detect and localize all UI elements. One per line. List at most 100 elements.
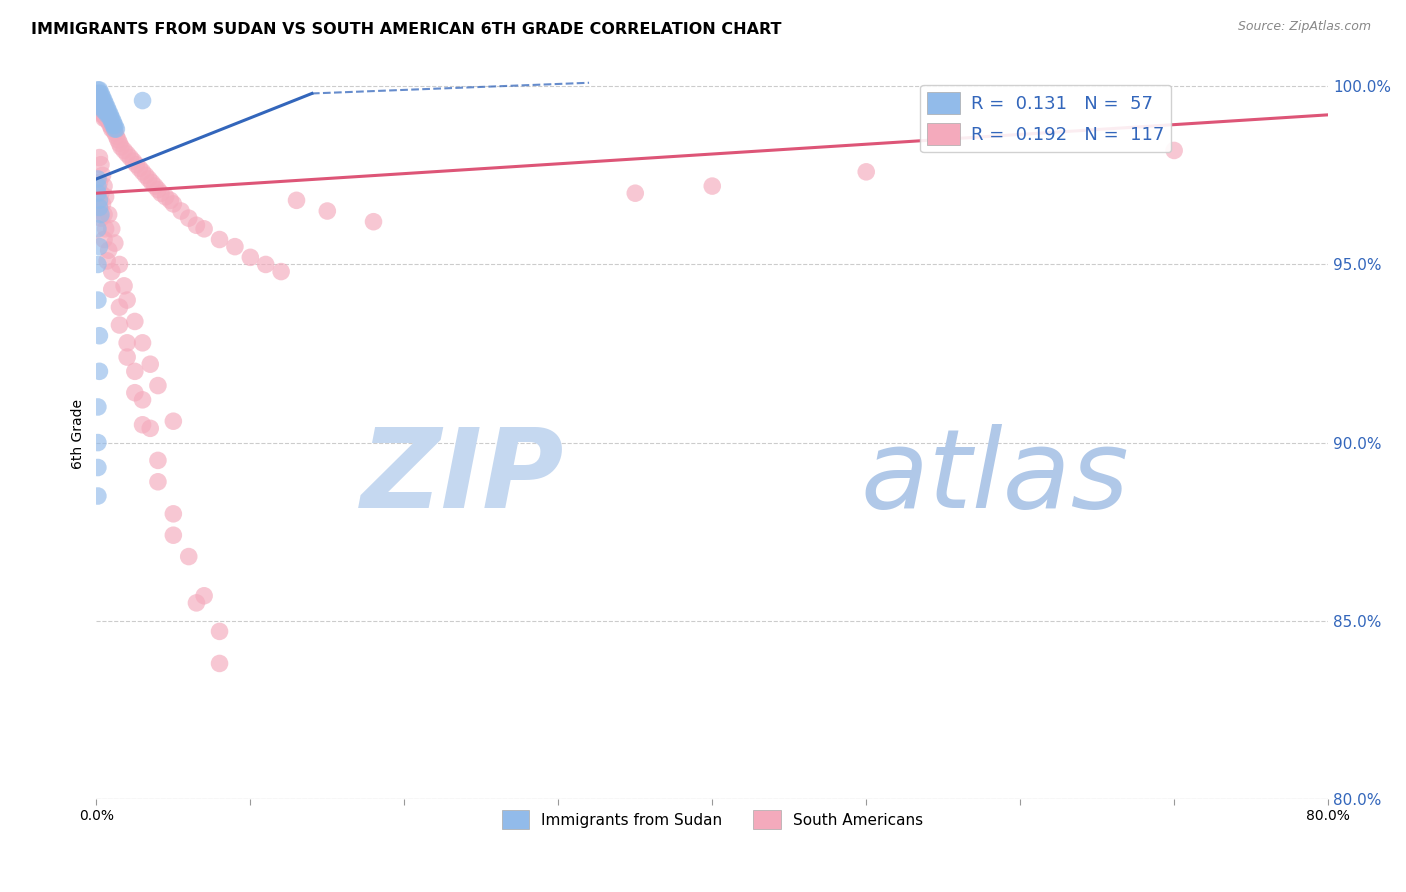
Point [87, 186, 110, 201]
Point [89, 176, 111, 190]
Point [89, 90, 111, 104]
Point [139, 357, 162, 371]
Point [155, 190, 177, 204]
Point [89, 104, 111, 119]
Point [94, 101, 117, 115]
Point [98, 112, 121, 126]
Point [110, 140, 132, 154]
Point [143, 179, 166, 194]
Text: ZIP: ZIP [361, 424, 564, 531]
Point [162, 414, 184, 428]
Point [94, 108, 117, 122]
Point [150, 186, 173, 201]
Point [100, 119, 122, 133]
Point [162, 528, 184, 542]
Point [124, 364, 146, 378]
Point [93, 112, 115, 126]
Point [108, 136, 131, 151]
Point [208, 657, 231, 671]
Point [97, 115, 120, 129]
Point [96, 112, 118, 126]
Point [87, 222, 110, 236]
Point [115, 293, 138, 307]
Point [89, 328, 111, 343]
Point [94, 97, 117, 112]
Point [177, 549, 200, 564]
Legend: Immigrants from Sudan, South Americans: Immigrants from Sudan, South Americans [495, 805, 929, 835]
Point [100, 122, 122, 136]
Point [91, 97, 114, 112]
Point [239, 250, 262, 264]
Point [90, 97, 112, 112]
Point [112, 278, 135, 293]
Point [702, 179, 724, 194]
Point [103, 115, 125, 129]
Point [91, 104, 114, 119]
Point [97, 108, 120, 122]
Point [91, 94, 114, 108]
Point [131, 417, 153, 432]
Point [115, 147, 138, 161]
Point [90, 94, 112, 108]
Point [193, 589, 215, 603]
Point [89, 364, 111, 378]
Point [96, 104, 118, 119]
Point [131, 335, 153, 350]
Point [93, 104, 115, 119]
Point [89, 97, 111, 112]
Point [855, 165, 877, 179]
Point [100, 115, 122, 129]
Point [87, 435, 110, 450]
Point [90, 87, 112, 101]
Point [87, 87, 110, 101]
Point [87, 489, 110, 503]
Point [122, 154, 145, 169]
Y-axis label: 6th Grade: 6th Grade [72, 399, 86, 468]
Point [89, 94, 111, 108]
Point [316, 204, 339, 219]
Point [94, 190, 117, 204]
Point [90, 211, 112, 226]
Point [96, 101, 118, 115]
Point [159, 194, 181, 208]
Point [91, 108, 114, 122]
Point [91, 101, 114, 115]
Point [624, 186, 647, 201]
Point [89, 240, 111, 254]
Point [98, 115, 121, 129]
Point [87, 83, 110, 97]
Point [135, 169, 157, 183]
Point [100, 264, 122, 278]
Point [98, 119, 121, 133]
Point [90, 101, 112, 115]
Point [93, 101, 115, 115]
Point [103, 122, 125, 136]
Point [91, 169, 114, 183]
Point [270, 264, 292, 278]
Point [131, 392, 153, 407]
Point [90, 104, 112, 119]
Point [93, 104, 115, 119]
Point [141, 176, 163, 190]
Point [93, 179, 115, 194]
Text: Source: ZipAtlas.com: Source: ZipAtlas.com [1237, 20, 1371, 33]
Point [96, 108, 118, 122]
Point [87, 101, 110, 115]
Point [90, 101, 112, 115]
Point [94, 222, 117, 236]
Point [93, 108, 115, 122]
Point [208, 233, 231, 247]
Point [89, 201, 111, 215]
Point [87, 90, 110, 104]
Point [186, 596, 208, 610]
Point [89, 101, 111, 115]
Point [89, 90, 111, 104]
Point [94, 112, 117, 126]
Point [90, 90, 112, 104]
Point [90, 186, 112, 201]
Point [108, 257, 131, 271]
Point [91, 90, 114, 104]
Point [186, 219, 208, 233]
Point [93, 233, 115, 247]
Point [87, 400, 110, 414]
